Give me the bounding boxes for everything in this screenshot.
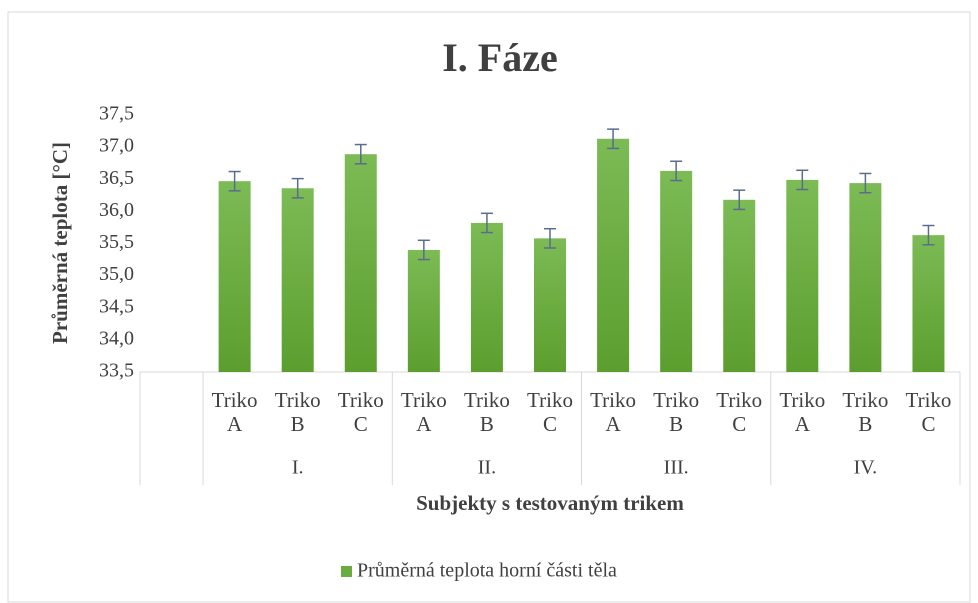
y-tick-label: 36,5 xyxy=(99,167,134,189)
x-tick-label: Triko C xyxy=(905,388,952,436)
x-tick-label: Triko C xyxy=(527,388,573,436)
group-label: I. xyxy=(292,457,304,479)
bar xyxy=(912,235,945,372)
bar xyxy=(723,199,756,372)
bar xyxy=(407,249,440,372)
y-tick-label: 37,0 xyxy=(99,135,134,157)
group-label: II. xyxy=(478,457,496,479)
chart-title: I. Fáze xyxy=(442,35,558,80)
y-tick-label: 37,5 xyxy=(99,103,134,125)
bar xyxy=(281,188,314,372)
x-tick-label: Triko A xyxy=(779,388,826,436)
bar xyxy=(597,138,630,372)
group-label: IV. xyxy=(854,457,878,479)
x-tick-label: Triko B xyxy=(653,388,700,436)
y-tick-label: 34,0 xyxy=(99,327,134,349)
x-tick-label: Triko A xyxy=(211,388,258,436)
x-tick-label: Triko C xyxy=(337,388,384,436)
legend-swatch xyxy=(341,566,352,577)
x-axis-label: Subjekty s testovaným trikem xyxy=(416,491,684,515)
chart-border xyxy=(7,11,971,603)
y-tick-label: 35,0 xyxy=(99,263,134,285)
legend-label: Průměrná teplota horní části těla xyxy=(357,560,617,582)
x-tick-label: Triko A xyxy=(400,388,447,436)
y-tick-label: 35,5 xyxy=(99,231,134,253)
x-tick-label: Triko B xyxy=(463,388,510,436)
bar xyxy=(786,179,819,372)
y-tick-label: 33,5 xyxy=(99,360,134,382)
y-tick-label: 34,5 xyxy=(99,295,134,317)
y-tick-label: 36,0 xyxy=(99,199,134,221)
bar xyxy=(344,154,377,372)
bar xyxy=(849,183,882,372)
bar xyxy=(470,222,503,372)
y-axis-label: Průměrná teplota [°C] xyxy=(48,142,72,344)
x-tick-label: Triko C xyxy=(716,388,763,436)
bar xyxy=(218,181,251,372)
bar xyxy=(534,238,566,372)
x-tick-label: Triko B xyxy=(274,388,321,436)
x-tick-label: Triko A xyxy=(590,388,637,436)
x-tick-label: Triko B xyxy=(842,388,889,436)
bar xyxy=(660,170,693,372)
group-label: III. xyxy=(664,457,689,479)
